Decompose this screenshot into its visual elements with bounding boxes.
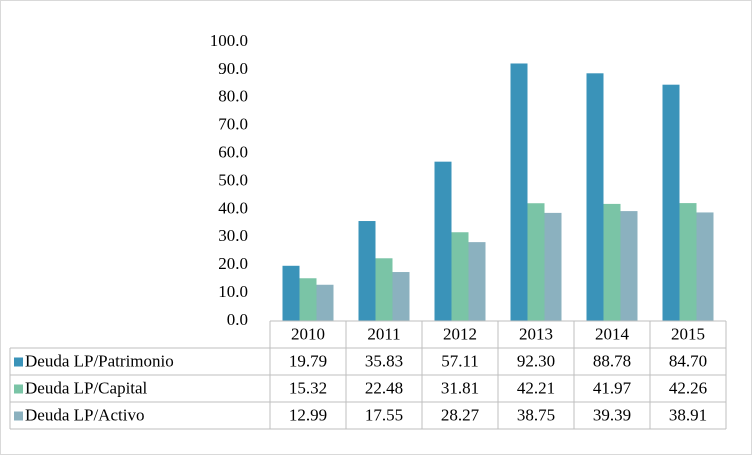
x-tick-label: 2015	[671, 324, 705, 343]
bar	[662, 84, 680, 321]
legend-label: Deuda LP/Patrimonio	[25, 351, 174, 370]
table-value: 88.78	[593, 351, 631, 370]
y-tick-label: 40.0	[218, 198, 248, 217]
bar	[299, 278, 317, 321]
table-value: 42.21	[517, 378, 555, 397]
table-value: 38.91	[669, 405, 707, 424]
x-tick-label: 2014	[595, 324, 630, 343]
y-tick-label: 0.0	[227, 310, 248, 329]
legend-marker	[14, 357, 23, 367]
legend-label: Deuda LP/Activo	[25, 405, 144, 424]
table-value: 41.97	[593, 378, 632, 397]
y-tick-label: 80.0	[218, 87, 248, 106]
y-tick-label: 100.0	[210, 31, 248, 50]
bar	[434, 161, 452, 321]
table-value: 12.99	[289, 405, 327, 424]
bar	[679, 203, 697, 321]
bar	[586, 73, 604, 321]
x-tick-label: 2010	[291, 324, 325, 343]
table-value: 19.79	[289, 351, 327, 370]
bar	[316, 284, 334, 321]
bar	[544, 212, 562, 321]
y-tick-label: 50.0	[218, 170, 248, 189]
table-value: 42.26	[669, 378, 707, 397]
table-value: 22.48	[365, 378, 403, 397]
legend-marker	[14, 411, 23, 421]
table-value: 31.81	[441, 378, 479, 397]
table-value: 57.11	[441, 351, 479, 370]
y-tick-label: 20.0	[218, 254, 248, 273]
table-value: 84.70	[669, 351, 707, 370]
x-tick-label: 2012	[443, 324, 477, 343]
legend-marker	[14, 384, 23, 394]
bar	[358, 221, 376, 321]
y-tick-label: 90.0	[218, 59, 248, 78]
bar	[451, 232, 469, 321]
bar	[527, 203, 545, 321]
table-value: 35.83	[365, 351, 403, 370]
table-value: 38.75	[517, 405, 555, 424]
legend-label: Deuda LP/Capital	[25, 378, 148, 397]
y-tick-label: 60.0	[218, 143, 248, 162]
bar	[510, 63, 528, 321]
x-tick-label: 2011	[367, 324, 400, 343]
y-tick-label: 30.0	[218, 226, 248, 245]
bar	[468, 242, 486, 321]
bar	[696, 212, 714, 321]
bar	[620, 211, 638, 321]
x-tick-label: 2013	[519, 324, 553, 343]
bar	[392, 272, 410, 321]
y-tick-label: 70.0	[218, 115, 248, 134]
table-value: 28.27	[441, 405, 480, 424]
table-value: 15.32	[289, 378, 327, 397]
y-tick-label: 10.0	[218, 282, 248, 301]
table-value: 17.55	[365, 405, 403, 424]
table-value: 39.39	[593, 405, 631, 424]
bar	[603, 203, 621, 321]
bar	[282, 265, 300, 321]
table-value: 92.30	[517, 351, 555, 370]
bar	[375, 258, 393, 321]
